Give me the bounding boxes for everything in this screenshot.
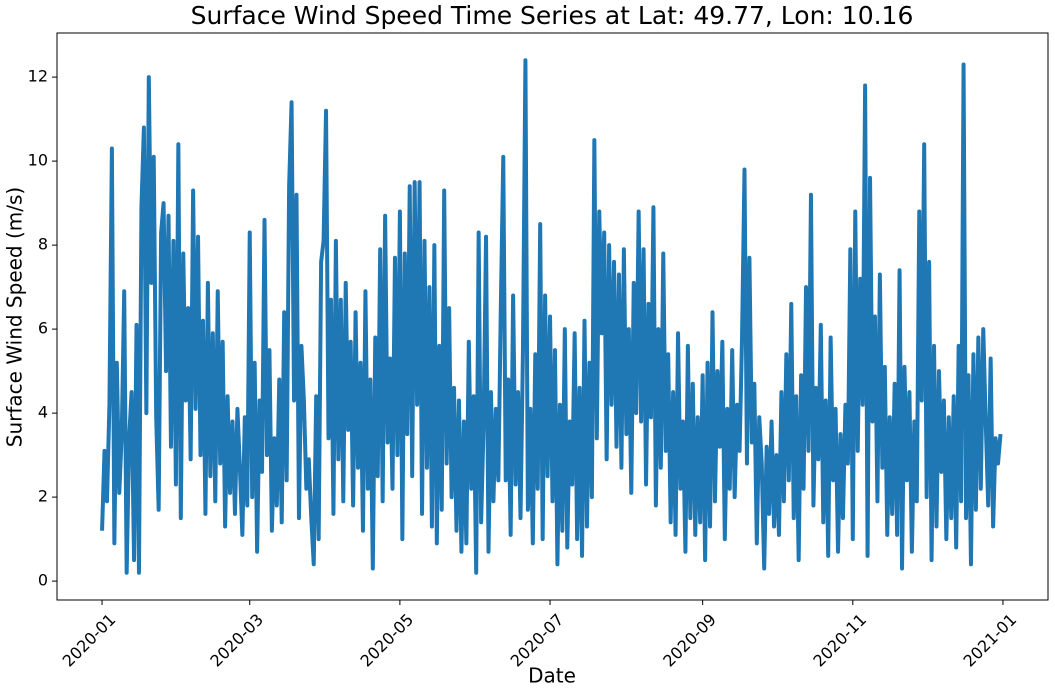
y-tick-label: 10	[28, 151, 48, 170]
y-tick-label: 8	[38, 235, 48, 254]
line-series	[100, 58, 1003, 575]
x-tick-label: 2020-09	[659, 610, 720, 671]
x-tick-label: 2020-05	[356, 610, 417, 671]
y-tick-label: 4	[38, 403, 48, 422]
y-tick-label: 6	[38, 319, 48, 338]
x-tick-label: 2020-03	[206, 610, 267, 671]
x-tick-label: 2020-11	[809, 610, 870, 671]
y-tick-label: 12	[28, 67, 48, 86]
chart-title: Surface Wind Speed Time Series at Lat: 4…	[191, 1, 914, 30]
y-tick-label: 0	[38, 571, 48, 590]
y-tick-label: 2	[38, 487, 48, 506]
x-tick-label: 2020-01	[59, 610, 120, 671]
y-axis-label: Surface Wind Speed (m/s)	[3, 187, 27, 447]
plot-frame	[56, 32, 1049, 601]
x-tick-label: 2020-07	[507, 610, 568, 671]
x-axis-label: Date	[528, 664, 576, 688]
x-tick-label: 2021-01	[960, 610, 1021, 671]
